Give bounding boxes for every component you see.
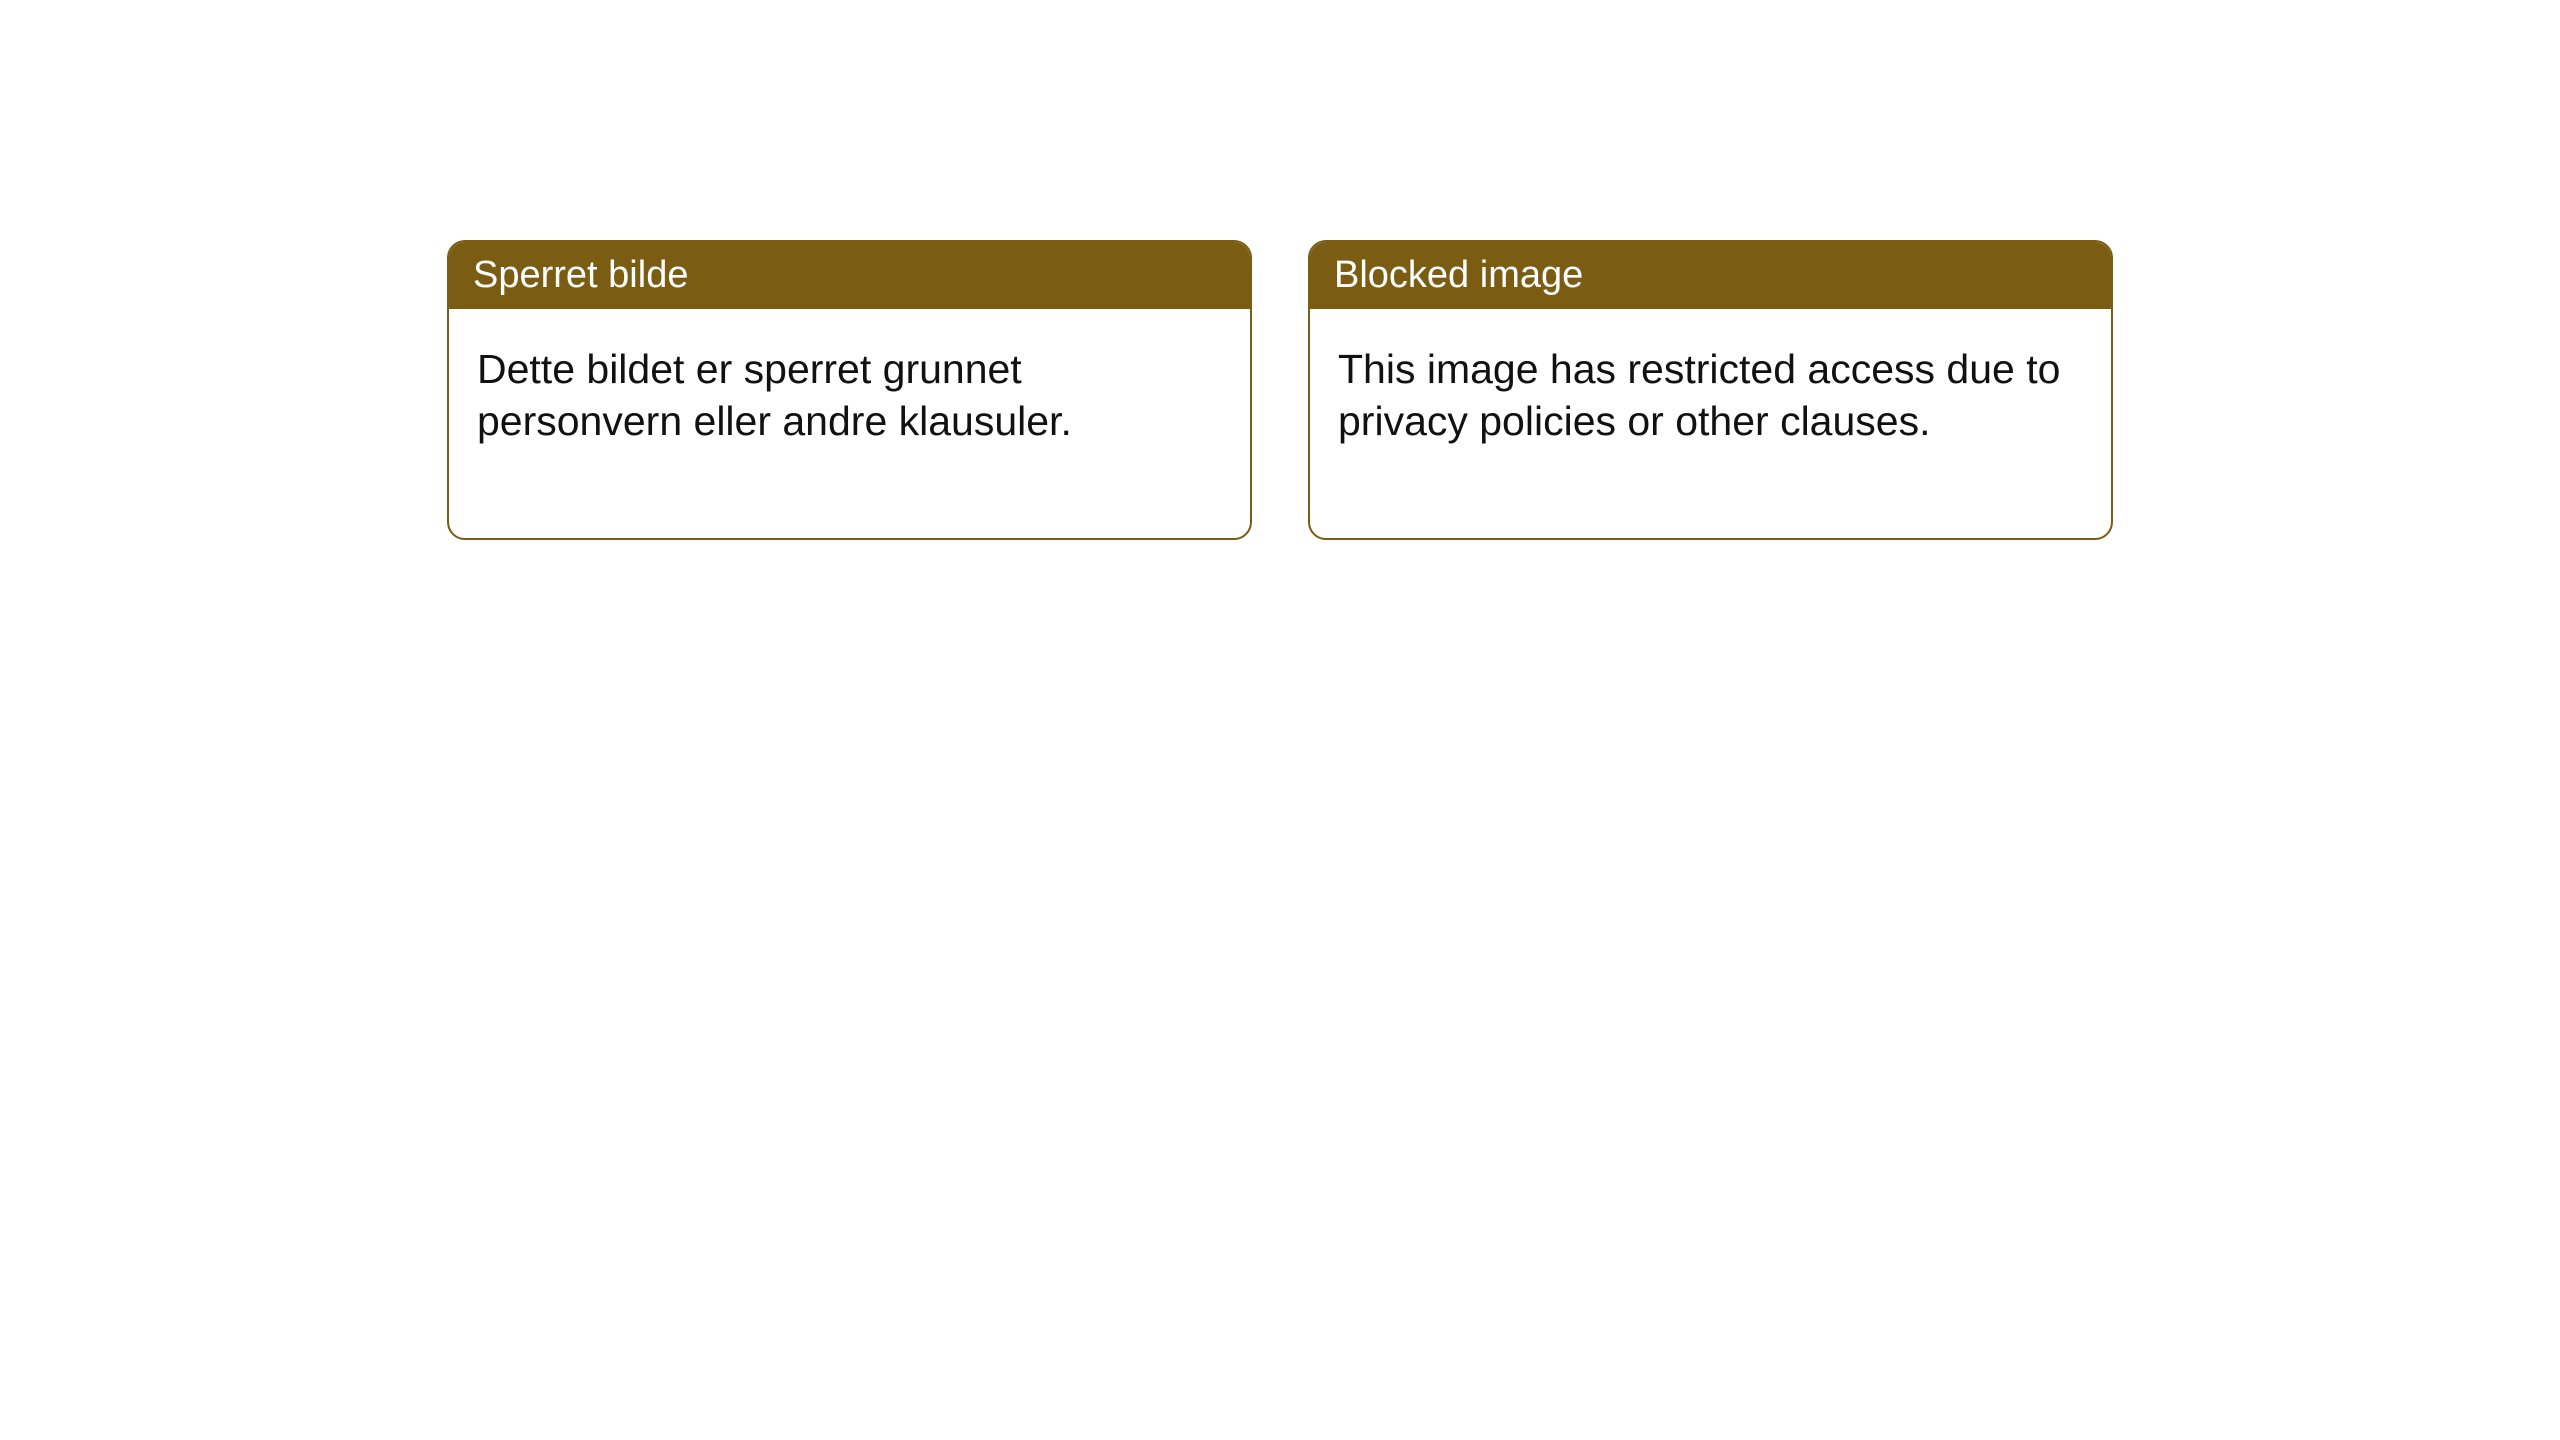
- card-title: Sperret bilde: [473, 254, 688, 296]
- card-body-text: Dette bildet er sperret grunnet personve…: [477, 346, 1072, 444]
- blocked-image-card-english: Blocked image This image has restricted …: [1308, 240, 2113, 540]
- notice-container: Sperret bilde Dette bildet er sperret gr…: [447, 240, 2113, 540]
- card-title: Blocked image: [1334, 254, 1583, 296]
- card-body-text: This image has restricted access due to …: [1338, 346, 2060, 444]
- blocked-image-card-norwegian: Sperret bilde Dette bildet er sperret gr…: [447, 240, 1252, 540]
- card-body: Dette bildet er sperret grunnet personve…: [449, 309, 1250, 538]
- card-body: This image has restricted access due to …: [1310, 309, 2111, 538]
- card-header: Sperret bilde: [449, 242, 1250, 309]
- card-header: Blocked image: [1310, 242, 2111, 309]
